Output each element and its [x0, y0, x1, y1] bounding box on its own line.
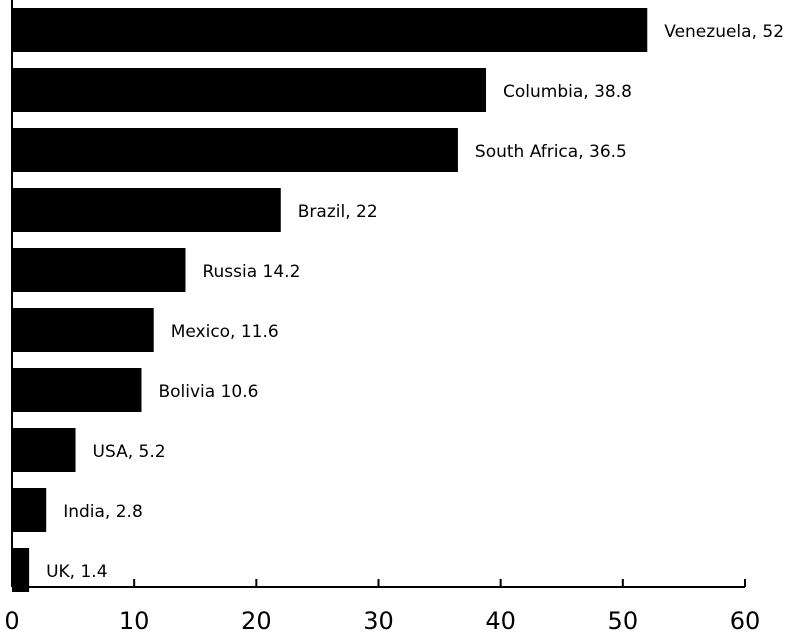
data-label: USA, 5.2 — [93, 442, 166, 462]
x-tick-label: 20 — [241, 607, 272, 635]
x-tick-label: 50 — [608, 607, 639, 635]
x-tick-label: 30 — [363, 607, 394, 635]
bar — [12, 488, 47, 532]
x-tick-label: 60 — [730, 607, 761, 635]
data-label: Russia 14.2 — [202, 262, 300, 282]
data-label: Mexico, 11.6 — [171, 322, 279, 342]
data-label: India, 2.8 — [63, 502, 143, 522]
data-label: Venezuela, 52 — [664, 22, 784, 42]
x-tick-label: 40 — [485, 607, 516, 635]
data-label: South Africa, 36.5 — [475, 142, 627, 162]
data-label: UK, 1.4 — [46, 562, 107, 582]
bar — [12, 128, 458, 172]
bar — [12, 548, 30, 592]
bar — [12, 8, 648, 52]
x-tick-label: 0 — [4, 607, 19, 635]
data-label: Brazil, 22 — [298, 202, 378, 222]
bar — [12, 368, 142, 412]
bar — [12, 308, 154, 352]
bar — [12, 68, 487, 112]
bar — [12, 188, 281, 232]
data-label: Columbia, 38.8 — [503, 82, 632, 102]
bar — [12, 428, 76, 472]
x-tick-label: 10 — [119, 607, 150, 635]
bar — [12, 248, 186, 292]
data-label: Bolivia 10.6 — [158, 382, 258, 402]
